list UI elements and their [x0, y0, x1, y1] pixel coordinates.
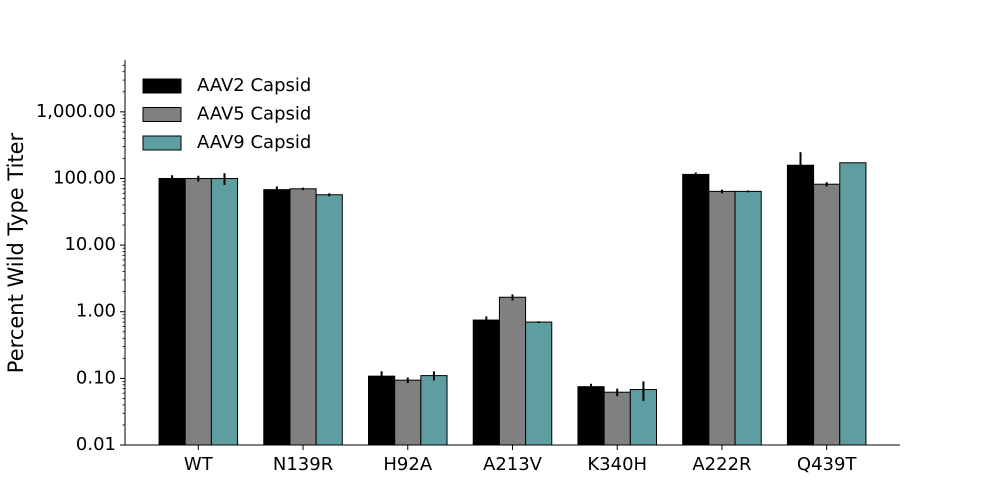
bar-wt-series-2 [184, 177, 212, 446]
legend-swatch-series-3 [142, 135, 182, 151]
legend-swatch-series-1 [142, 78, 182, 94]
y-axis-title: Percent Wild Type Titer [4, 132, 28, 373]
y-tick-label: 1.00 [76, 301, 116, 322]
bar-a222r-series-3 [734, 190, 762, 446]
ticks-layer: 0.01 0.10 1.00 10.00 100.00 1,000.00 WT N139R H9… [36, 64, 858, 475]
error-bars-layer [171, 152, 828, 401]
bar-wt-series-1 [158, 177, 186, 446]
legend-label-series-3: AAV9 Capsid [197, 132, 311, 153]
bar-q439t-series-3 [839, 162, 867, 446]
legend-label-series-2: AAV5 Capsid [197, 104, 311, 125]
bar-q439t-series-1 [786, 164, 815, 446]
bars-layer [158, 162, 867, 446]
y-tick-label: 1,000.00 [36, 101, 116, 122]
y-tick-label: 0.10 [76, 367, 116, 388]
bar-k340h-series-1 [577, 386, 605, 446]
x-tick-label-q439t: Q439T [797, 454, 858, 475]
bar-a213v-series-3 [525, 321, 553, 446]
y-tick-label: 10.00 [64, 234, 116, 255]
bar-wt-series-3 [210, 177, 239, 446]
bar-a213v-series-2 [498, 296, 527, 446]
bar-n139r-series-1 [263, 189, 291, 446]
x-tick-label-h92a: H92A [383, 454, 432, 475]
x-tick-label-k340h: K340H [587, 454, 647, 475]
x-tick-label-a222r: A222R [692, 454, 751, 475]
bar-a222r-series-1 [682, 173, 710, 446]
x-tick-label-wt: WT [184, 454, 214, 475]
legend: AAV2 Capsid AAV5 Capsid AAV9 Capsid [142, 75, 311, 153]
y-tick-label: 100.00 [53, 167, 116, 188]
x-tick-label-n139r: N139R [273, 454, 333, 475]
y-tick-label: 0.01 [76, 434, 116, 455]
bar-a213v-series-1 [472, 319, 500, 446]
legend-label-series-1: AAV2 Capsid [197, 75, 311, 96]
bar-q439t-series-2 [813, 183, 841, 446]
x-tick-label-a213v: A213V [483, 454, 543, 475]
bar-n139r-series-2 [289, 188, 317, 446]
legend-swatch-series-2 [142, 107, 182, 122]
bar-n139r-series-3 [315, 194, 343, 446]
bar-h92a-series-1 [368, 375, 396, 446]
bar-k340h-series-2 [603, 391, 631, 446]
bar-h92a-series-2 [394, 379, 422, 446]
bar-a222r-series-2 [708, 190, 736, 446]
bar-h92a-series-3 [420, 375, 448, 446]
